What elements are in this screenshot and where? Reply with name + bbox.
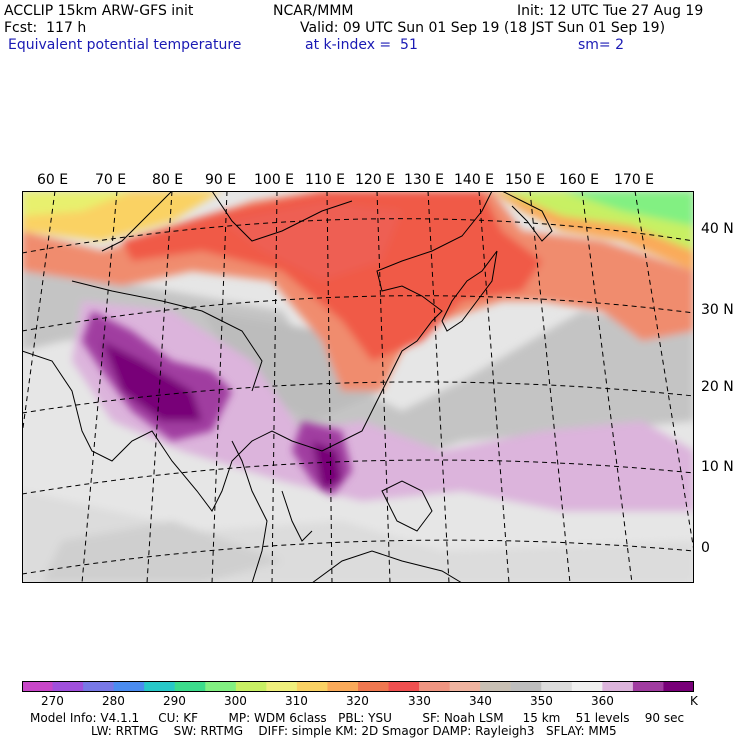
- lat-label-0: 0: [701, 540, 710, 556]
- lon-label-150e: 150 E: [505, 172, 546, 188]
- lat-label-30n: 30 N: [701, 302, 734, 318]
- graticule: [22, 191, 694, 583]
- colorbar-cell: [327, 681, 359, 692]
- lat-label-10n: 10 N: [701, 459, 734, 475]
- lon-label-170e: 170 E: [614, 172, 655, 188]
- model-title: ACCLIP 15km ARW-GFS init: [4, 3, 194, 19]
- lat-label-20n: 20 N: [701, 379, 734, 395]
- model-info-line-2: LW: RRTMG SW: RRTMG DIFF: simple KM: 2D …: [30, 724, 617, 738]
- colorbar-cell: [52, 681, 84, 692]
- colorbar: [22, 681, 694, 692]
- colorbar-cell: [632, 681, 664, 692]
- colorbar-tick-290: 290: [163, 694, 186, 708]
- colorbar-cell: [602, 681, 634, 692]
- colorbar-cell: [235, 681, 267, 692]
- lon-label-160e: 160 E: [559, 172, 600, 188]
- model-info-line-1: Model Info: V4.1.1 CU: KF MP: WDM 6class…: [30, 711, 685, 725]
- lon-label-80e: 80 E: [152, 172, 184, 188]
- lon-label-70e: 70 E: [95, 172, 127, 188]
- colorbar-cell: [541, 681, 573, 692]
- colorbar-unit: K: [690, 694, 698, 708]
- vertical-level: at k-index = 51: [305, 37, 418, 53]
- colorbar-cell: [388, 681, 420, 692]
- colorbar-cell: [510, 681, 542, 692]
- colorbar-cell: [144, 681, 176, 692]
- theta-e-map: [22, 191, 694, 583]
- colorbar-tick-310: 310: [285, 694, 308, 708]
- colorbar-cell: [205, 681, 237, 692]
- colorbar-cell: [83, 681, 115, 692]
- lon-label-130e: 130 E: [404, 172, 445, 188]
- lon-label-100e: 100 E: [254, 172, 295, 188]
- valid-time: Valid: 09 UTC Sun 01 Sep 19 (18 JST Sun …: [300, 20, 666, 36]
- colorbar-cell: [358, 681, 390, 692]
- field-shading: [22, 191, 694, 583]
- colorbar-cell: [419, 681, 451, 692]
- colorbar-cell: [449, 681, 481, 692]
- colorbar-cell: [266, 681, 298, 692]
- colorbar-tick-330: 330: [408, 694, 431, 708]
- colorbar-cell: [174, 681, 206, 692]
- colorbar-tick-270: 270: [41, 694, 64, 708]
- field-name: Equivalent potential temperature: [8, 37, 242, 53]
- forecast-hour: Fcst: 117 h: [4, 20, 87, 36]
- colorbar-cell: [113, 681, 145, 692]
- lon-label-90e: 90 E: [205, 172, 237, 188]
- coastlines: [22, 191, 553, 583]
- organization: NCAR/MMM: [273, 3, 354, 19]
- lon-label-140e: 140 E: [454, 172, 495, 188]
- colorbar-tick-300: 300: [224, 694, 247, 708]
- colorbar-tick-320: 320: [346, 694, 369, 708]
- lon-label-110e: 110 E: [305, 172, 346, 188]
- colorbar-cell: [22, 681, 54, 692]
- colorbar-cell: [480, 681, 512, 692]
- smoothing: sm= 2: [578, 37, 625, 53]
- high-theta-e-core: [82, 311, 352, 496]
- lon-label-60e: 60 E: [37, 172, 69, 188]
- colorbar-cell: [296, 681, 328, 692]
- colorbar-tick-360: 360: [591, 694, 614, 708]
- colorbar-tick-280: 280: [102, 694, 125, 708]
- colorbar-tick-350: 350: [530, 694, 553, 708]
- colorbar-cell: [571, 681, 603, 692]
- colorbar-cell: [663, 681, 694, 692]
- lon-label-120e: 120 E: [355, 172, 396, 188]
- lat-label-40n: 40 N: [701, 221, 734, 237]
- colorbar-tick-340: 340: [469, 694, 492, 708]
- init-time: Init: 12 UTC Tue 27 Aug 19: [517, 3, 704, 19]
